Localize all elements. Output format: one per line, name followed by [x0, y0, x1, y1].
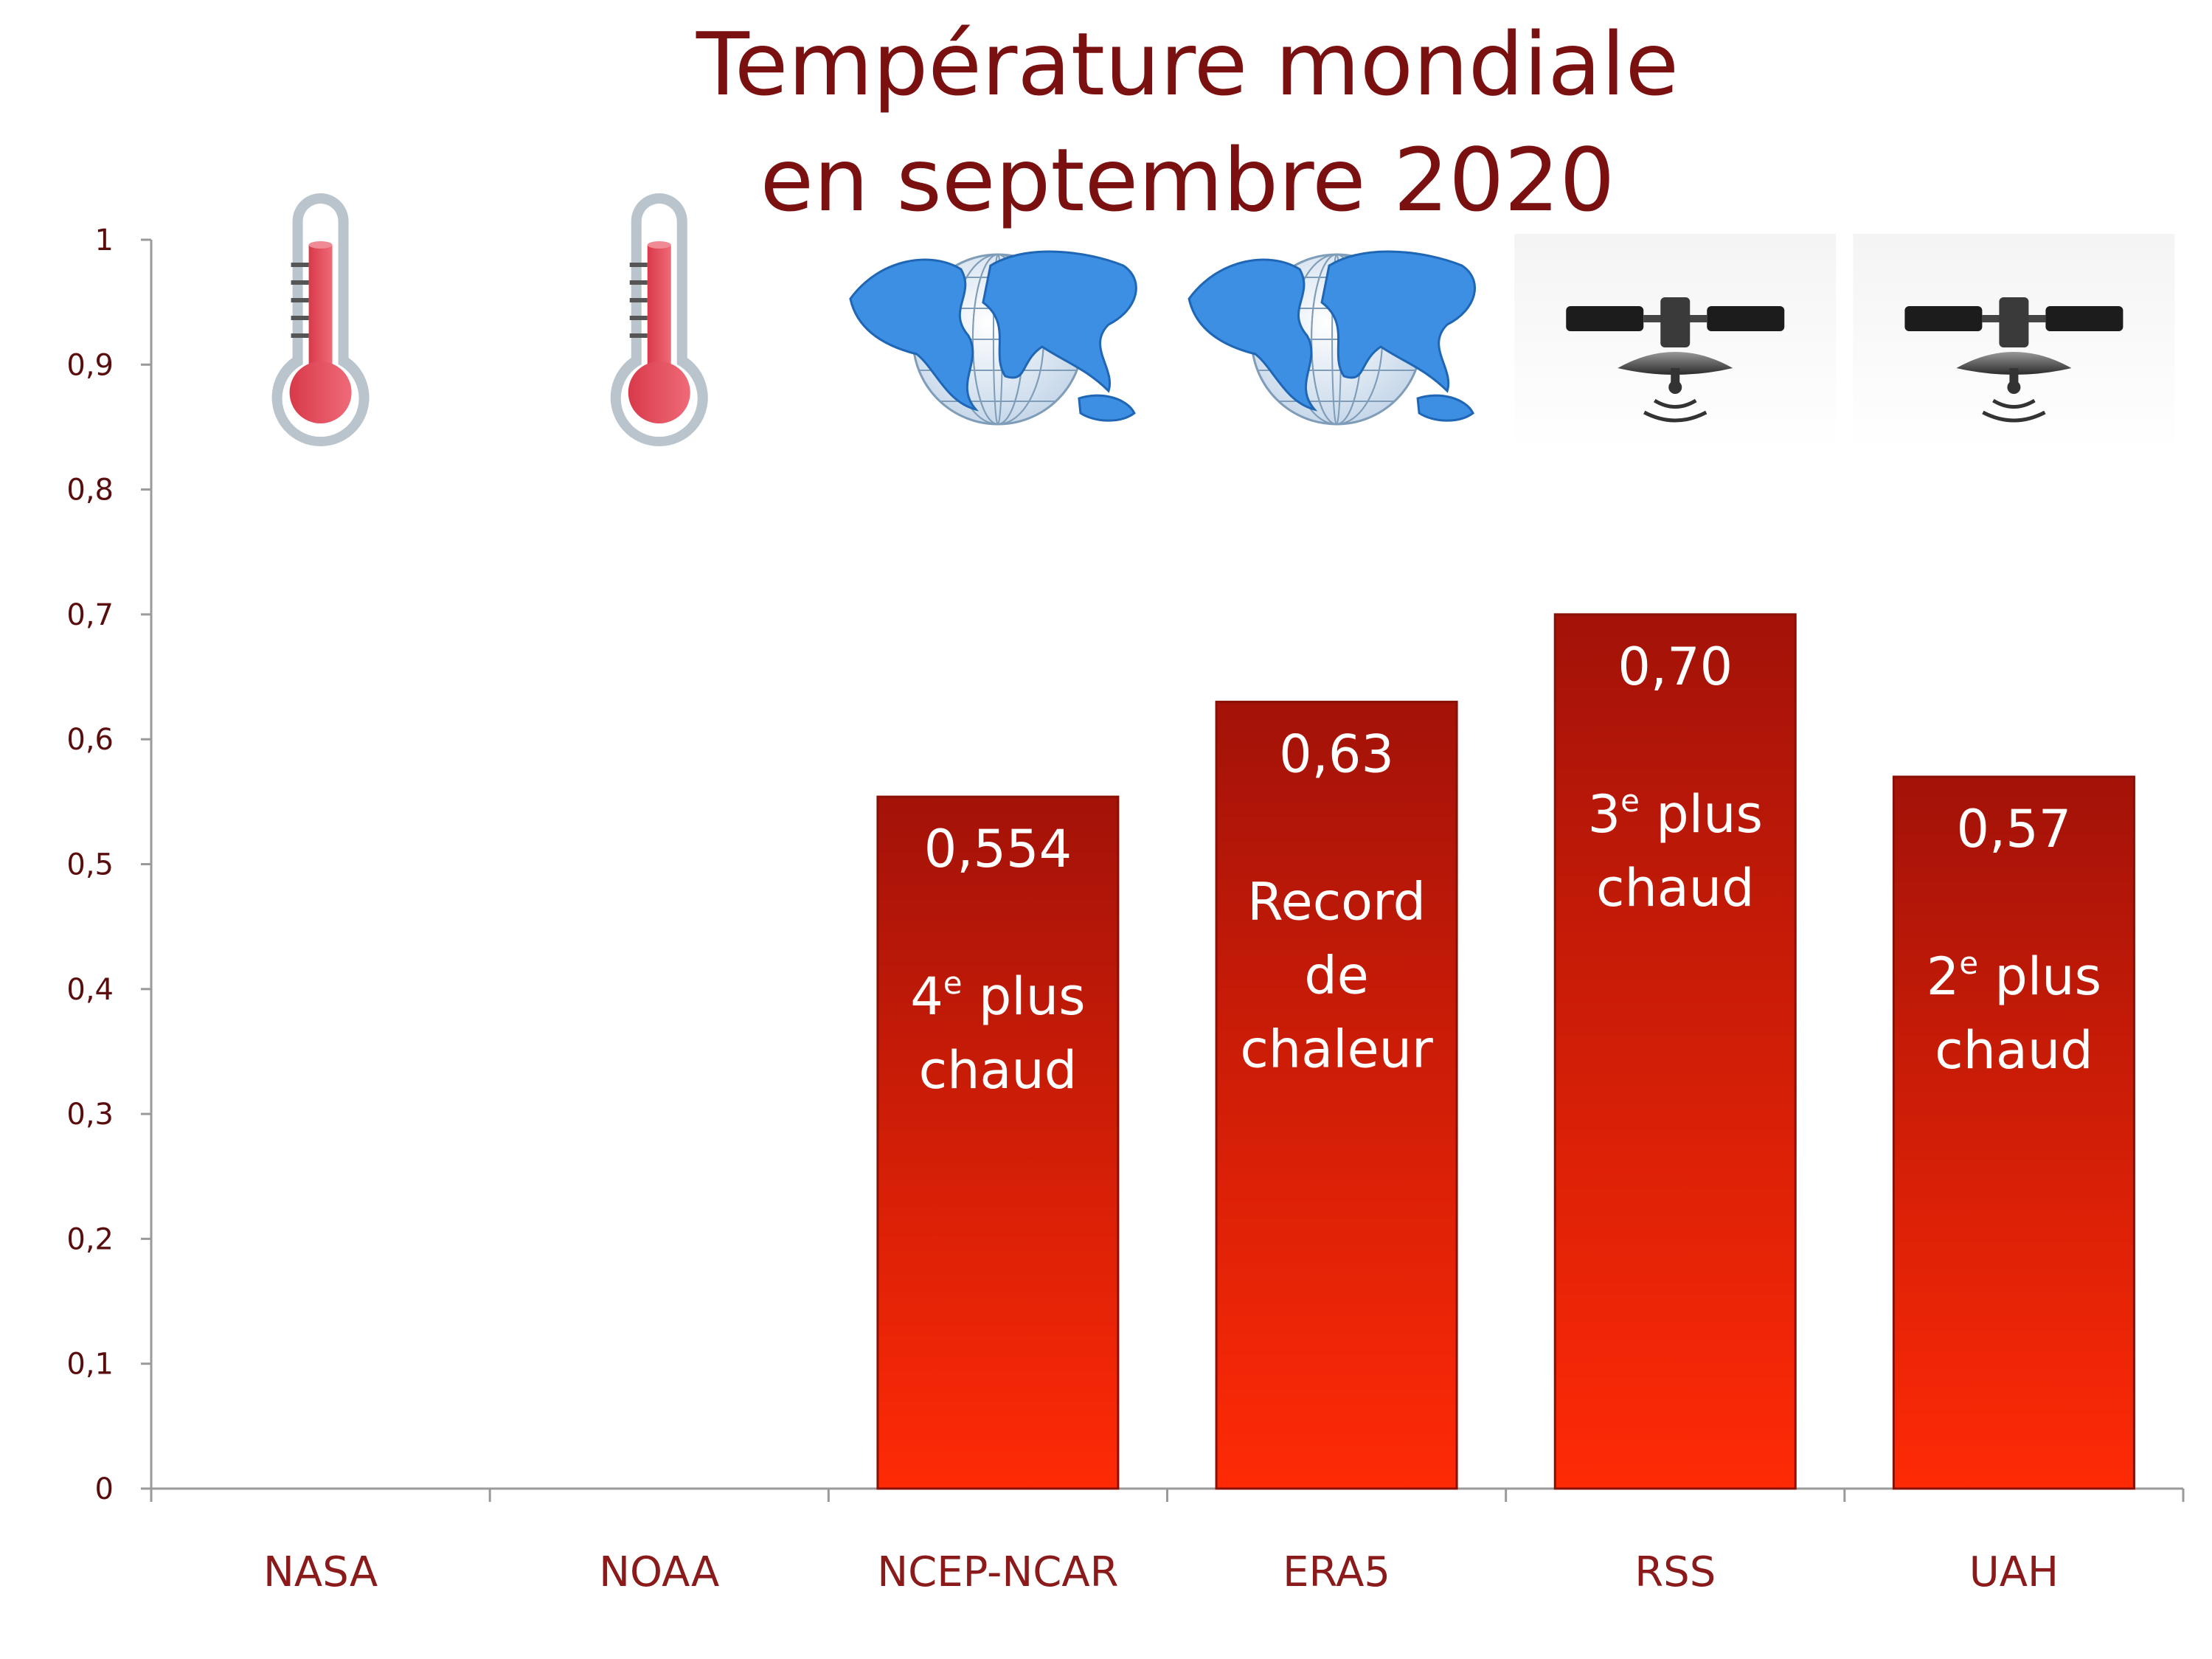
bar-data-label: 0,70 — [1618, 637, 1733, 697]
bar — [1553, 613, 1797, 1490]
thermometer-icon — [610, 193, 708, 446]
bars: 0,554 4e plus chaud 0,63 Record de chaleur 0,70… — [876, 613, 2135, 1490]
bar-data-label: 3e plus — [1588, 783, 1763, 845]
bar-data-label: 2e plus — [1927, 945, 2101, 1007]
thermometer-icon — [271, 193, 370, 446]
y-tick-label: 0,2 — [66, 1222, 114, 1256]
x-category-label: NCEP-NCAR — [877, 1548, 1118, 1596]
satellite-icon — [1514, 234, 1837, 452]
y-tick-label: 0 — [95, 1472, 114, 1506]
bar-data-label: 0,554 — [924, 819, 1072, 879]
x-category-label: NOAA — [599, 1548, 719, 1596]
bar-data-label: 0,63 — [1279, 724, 1394, 784]
y-tick-label: 0,7 — [66, 598, 114, 632]
globe-icon — [1188, 250, 1476, 426]
y-tick-label: 0,4 — [66, 973, 114, 1007]
y-tick-label: 0,8 — [66, 474, 114, 508]
title-line-2: en septembre 2020 — [760, 129, 1615, 231]
source-icons — [271, 193, 2175, 452]
y-axis: 0 0,1 0,2 0,3 0,4 0,5 0,6 0,7 0,8 0,9 1 — [66, 224, 153, 1506]
bar-data-label: Record — [1247, 871, 1426, 932]
x-category-label: ERA5 — [1283, 1548, 1390, 1596]
bar-data-label: de — [1304, 945, 1369, 1005]
y-tick-label: 0,5 — [66, 848, 114, 882]
bar — [1892, 775, 2135, 1490]
satellite-icon — [1853, 234, 2175, 452]
y-tick-label: 0,9 — [66, 348, 114, 382]
chart-title: Température mondiale en septembre 2020 — [696, 13, 1679, 231]
x-category-label: RSS — [1634, 1548, 1716, 1596]
y-tick-label: 0,3 — [66, 1098, 114, 1132]
bar — [876, 795, 1120, 1490]
globe-icon — [849, 250, 1137, 426]
y-tick-label: 0,1 — [66, 1348, 114, 1382]
y-tick-label: 1 — [95, 224, 114, 257]
bar-data-label: 0,57 — [1956, 799, 2071, 859]
bar-data-label: 4e plus — [910, 965, 1085, 1027]
title-line-1: Température mondiale — [696, 13, 1679, 115]
x-axis: NASA NOAA NCEP-NCAR ERA5 RSS UAH — [150, 1487, 2185, 1596]
bar — [1215, 700, 1458, 1490]
bar-data-label: chaud — [1596, 858, 1755, 918]
x-category-label: NASA — [263, 1548, 378, 1596]
y-tick-label: 0,6 — [66, 723, 114, 757]
bar-data-label: chaud — [1935, 1020, 2093, 1081]
x-category-label: UAH — [1969, 1548, 2059, 1596]
bar-data-label: chaud — [919, 1040, 1078, 1101]
bar-data-label: chaleur — [1240, 1019, 1433, 1079]
